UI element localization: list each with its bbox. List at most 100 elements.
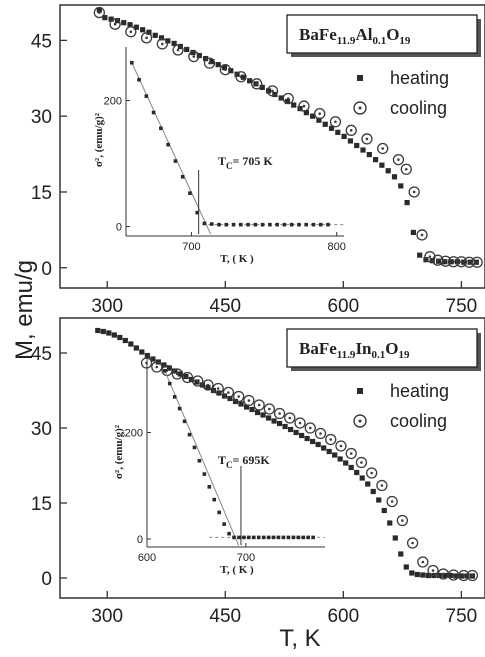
cooling-point-center [271, 89, 274, 93]
inset-point [159, 126, 163, 131]
heating-point [310, 438, 316, 445]
heating-point [379, 162, 385, 168]
heating-point [146, 29, 152, 35]
x-tick-label: 600 [327, 296, 359, 317]
cooling-point-center [239, 75, 243, 79]
heating-point [177, 43, 184, 50]
cooling-point-center [268, 407, 271, 411]
cooling-point-center [98, 11, 101, 14]
heating-point [360, 147, 366, 153]
heating-point [332, 452, 338, 458]
heating-point [254, 409, 261, 416]
cooling-point [282, 92, 294, 105]
inset-point [247, 535, 251, 540]
heating-point [243, 404, 250, 410]
cooling-point-center [365, 137, 369, 141]
legend-cooling-marker-center [358, 106, 362, 110]
cooling-point-center [192, 55, 196, 58]
y-tick-label: 30 [31, 107, 52, 128]
cooling-point [253, 399, 265, 411]
heating-point [102, 15, 108, 21]
heating-point [337, 456, 343, 462]
title-box [286, 328, 478, 368]
heating-point [122, 337, 128, 344]
cooling-point [212, 382, 224, 395]
inset-point [180, 174, 185, 179]
inset-point [167, 381, 172, 386]
inset-point [289, 222, 294, 227]
inset-point [177, 406, 182, 411]
inset-y-tick-label: 200 [125, 428, 143, 440]
cooling-point [463, 256, 475, 268]
panel-title-part: BaFe [299, 25, 337, 44]
y-tick-label: 15 [31, 183, 52, 204]
heating-point [328, 125, 335, 131]
cooling-point [329, 116, 342, 128]
heating-point [265, 415, 272, 421]
inset-point [166, 142, 170, 147]
inset-point [318, 222, 323, 227]
inset-point [282, 222, 287, 227]
inset-x-tick-label: 700 [182, 241, 200, 253]
cooling-point-center [421, 560, 425, 564]
cooling-point [377, 142, 389, 155]
legend-cooling-marker [353, 414, 367, 428]
inset-point [276, 535, 281, 540]
cooling-point-center [255, 82, 259, 86]
x-tick-label: 450 [209, 296, 241, 317]
inset-point [304, 222, 309, 227]
inset-point [232, 535, 236, 540]
cooling-point-center [145, 36, 148, 40]
x-tick-label: 750 [446, 606, 478, 627]
cooling-point-center [460, 260, 463, 264]
series-cooling [140, 357, 479, 582]
cooling-point [314, 108, 326, 120]
inset-point [172, 395, 177, 399]
inset-tc-annotation-part: C [226, 460, 233, 470]
cooling-point-center [452, 573, 455, 577]
cooling-point-center [129, 30, 133, 34]
heating-point [259, 84, 265, 90]
plot-frame [59, 317, 485, 599]
inset-y-tick-label: 200 [104, 96, 122, 108]
cooling-point [458, 569, 470, 582]
heating-point [282, 423, 288, 430]
inset-point [192, 445, 197, 450]
legend-cooling-label: cooling [390, 98, 447, 118]
heating-point [326, 448, 332, 455]
cooling-point [392, 153, 405, 166]
heating-point [260, 412, 266, 418]
heating-point [205, 384, 211, 391]
cooling-point-center [349, 452, 353, 455]
inset-point [227, 531, 231, 536]
inset-point [231, 222, 236, 227]
inset-point [246, 222, 250, 227]
heating-point [284, 98, 291, 105]
inset-point [197, 458, 202, 463]
heating-point [158, 35, 165, 41]
heating-point [291, 102, 297, 108]
heating-point [385, 168, 391, 174]
inset-tc-annotation: TC= 695K [218, 453, 270, 470]
panel-title-part: 0.1 [372, 35, 386, 47]
heating-point [111, 332, 117, 338]
cooling-point [298, 100, 310, 112]
cooling-point [304, 422, 316, 434]
heating-point [240, 74, 246, 80]
cooling-point-center [420, 233, 424, 237]
cooling-point [408, 186, 420, 198]
heating-point [171, 40, 177, 47]
heating-point [387, 520, 393, 526]
heating-point [310, 113, 316, 119]
inset-point [202, 221, 207, 226]
cooling-point-center [196, 379, 200, 383]
inset-x-tick-label: 700 [237, 552, 255, 564]
heating-point [354, 142, 360, 149]
heating-point [398, 183, 404, 189]
heating-point [96, 7, 102, 13]
heating-point [322, 121, 328, 127]
cooling-point-center [286, 97, 290, 100]
series-cooling [93, 6, 483, 268]
cooling-point-center [412, 190, 416, 194]
